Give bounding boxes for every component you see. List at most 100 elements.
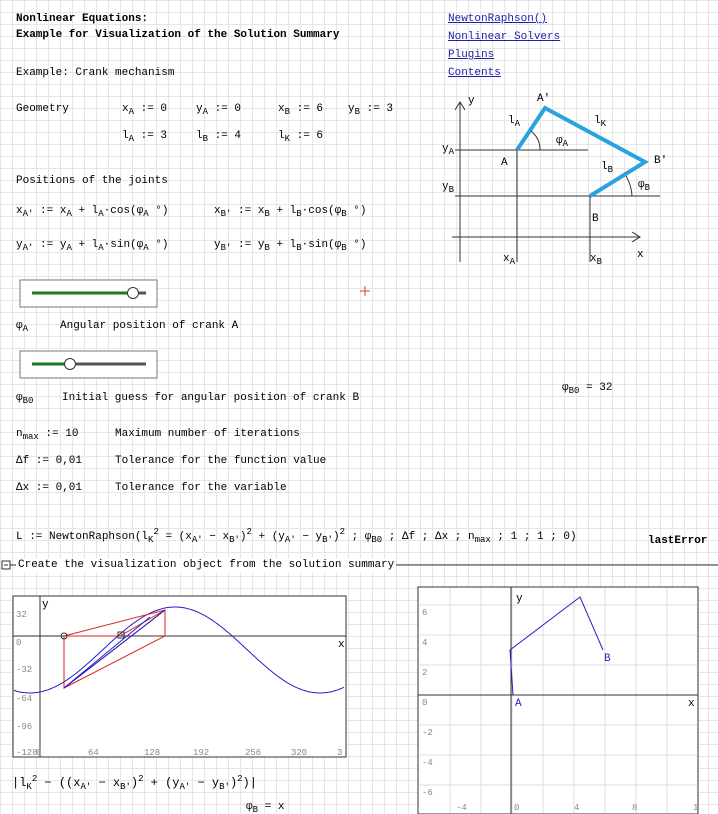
equation: xB' := xB + lB·cos(φB °) [214, 204, 367, 219]
link[interactable]: Nonlinear Solvers [448, 31, 561, 43]
diagram-label: yA [442, 142, 454, 157]
subscript: B' [219, 782, 230, 792]
formula-text: ·sin(φ [103, 239, 144, 251]
angle-arc [530, 130, 541, 151]
description: Tolerance for the function value [115, 455, 327, 467]
formula-text: B [592, 213, 599, 225]
description: Maximum number of iterations [115, 428, 300, 440]
definition: yB := 3 [348, 102, 393, 117]
formula-text: A [501, 157, 508, 169]
diagram-label: yB [442, 180, 454, 195]
formula-text: y [348, 103, 355, 115]
formula-text: + l [71, 205, 99, 217]
formula-text: x [278, 103, 285, 115]
formula-text: y [442, 143, 449, 155]
link[interactable]: Plugins [448, 49, 495, 61]
formula-text: ·cos(φ [301, 205, 342, 217]
subscript: max [22, 432, 39, 442]
definition: xA := 0 [122, 102, 167, 117]
formula-text: ) [332, 531, 340, 543]
formula-text: Δf := 0,01 [16, 455, 83, 467]
equation: xA' := xA + lA·cos(φA °) [16, 204, 169, 219]
formula-text: x [122, 103, 129, 115]
formula-text: φ [246, 801, 253, 813]
subscript: B [341, 209, 347, 219]
diagram-label: B' [654, 154, 667, 168]
subscript: B [296, 209, 302, 219]
subscript: B [296, 243, 302, 253]
formula-text: = x [258, 801, 285, 813]
subscript: K [26, 782, 32, 792]
formula-text: |l [12, 776, 27, 790]
subscript: A [143, 209, 149, 219]
subscript: B0 [568, 386, 580, 396]
formula-text: := 4 [208, 130, 242, 142]
subscript: max [474, 535, 491, 545]
formula-text: := y [231, 239, 265, 251]
x-tick-label: 0 [36, 748, 42, 758]
definition: Δx := 0,01 [16, 481, 82, 495]
superscript: 2 [138, 774, 144, 784]
heading: Positions of the joints [16, 175, 168, 187]
title: Nonlinear Equations: [16, 13, 149, 25]
x-tick-label: 320 [291, 748, 308, 758]
symbol: φB0 [16, 391, 33, 406]
slider[interactable] [19, 279, 158, 308]
x-tick-label: 8 [632, 803, 638, 813]
formula-text: ) [130, 776, 139, 790]
solver-call: L := NewtonRaphson(lK2 = (xA' − xB')2 + … [16, 528, 577, 545]
slider[interactable] [19, 350, 158, 379]
link[interactable]: Contents [448, 67, 501, 79]
formula-text: °) [148, 205, 169, 217]
subscript: B [202, 134, 209, 144]
formula-text: ; φ [344, 531, 372, 543]
formula-text: y [442, 181, 449, 193]
point-label: B [604, 653, 611, 665]
formula-text: y [468, 95, 475, 107]
formula-text: := x [33, 205, 67, 217]
axis-label: y [42, 599, 49, 611]
mechanism [509, 596, 604, 696]
formula-text: l [508, 115, 515, 127]
y-tick-label: -6 [422, 788, 433, 798]
equation: yB' := yB + lB·sin(φB °) [214, 238, 366, 253]
formula-text: l [278, 130, 285, 142]
formula-text: °) [346, 205, 367, 217]
superscript: 2 [31, 774, 38, 784]
formula-text: Δx := 0,01 [16, 482, 83, 494]
formula-text: = (x [158, 531, 192, 543]
y-tick-label: -4 [422, 758, 433, 768]
axis-label: y [516, 593, 523, 605]
plot-left [12, 595, 347, 758]
subscript: A [202, 107, 209, 117]
formula-text: y [196, 103, 203, 115]
y-tick-label: 6 [422, 608, 428, 618]
subscript: B0 [371, 535, 383, 545]
subscript: B [607, 165, 614, 175]
diagram-label: lB [601, 160, 614, 175]
formula-text: + (y [143, 776, 180, 790]
definition: lB := 4 [196, 129, 242, 144]
check-expression: |lK2 − ((xA' − xB')2 + (yA' − yB')2)| [12, 774, 257, 792]
formula-text: )| [242, 776, 257, 790]
axis-label: x [688, 698, 695, 710]
crank-links [515, 105, 649, 198]
definition: nmax := 10 [16, 427, 78, 442]
formula-text: + (y [251, 531, 285, 543]
heading: Geometry [16, 103, 69, 115]
link[interactable]: NewtonRaphson() [448, 13, 548, 25]
diagram-label: y [468, 94, 475, 108]
formula-text: − ((x [37, 776, 81, 790]
subscript: A [98, 243, 104, 253]
subscript: A' [22, 243, 34, 253]
diagram-label: xA [503, 252, 515, 267]
heading: Example: Crank mechanism [16, 67, 175, 79]
description: Tolerance for the variable [115, 482, 287, 494]
y-tick-label: -96 [16, 722, 33, 732]
formula-text: ) [239, 531, 247, 543]
definition: lA := 3 [122, 129, 167, 144]
definition: Δf := 0,01 [16, 454, 82, 468]
curve [13, 606, 345, 694]
